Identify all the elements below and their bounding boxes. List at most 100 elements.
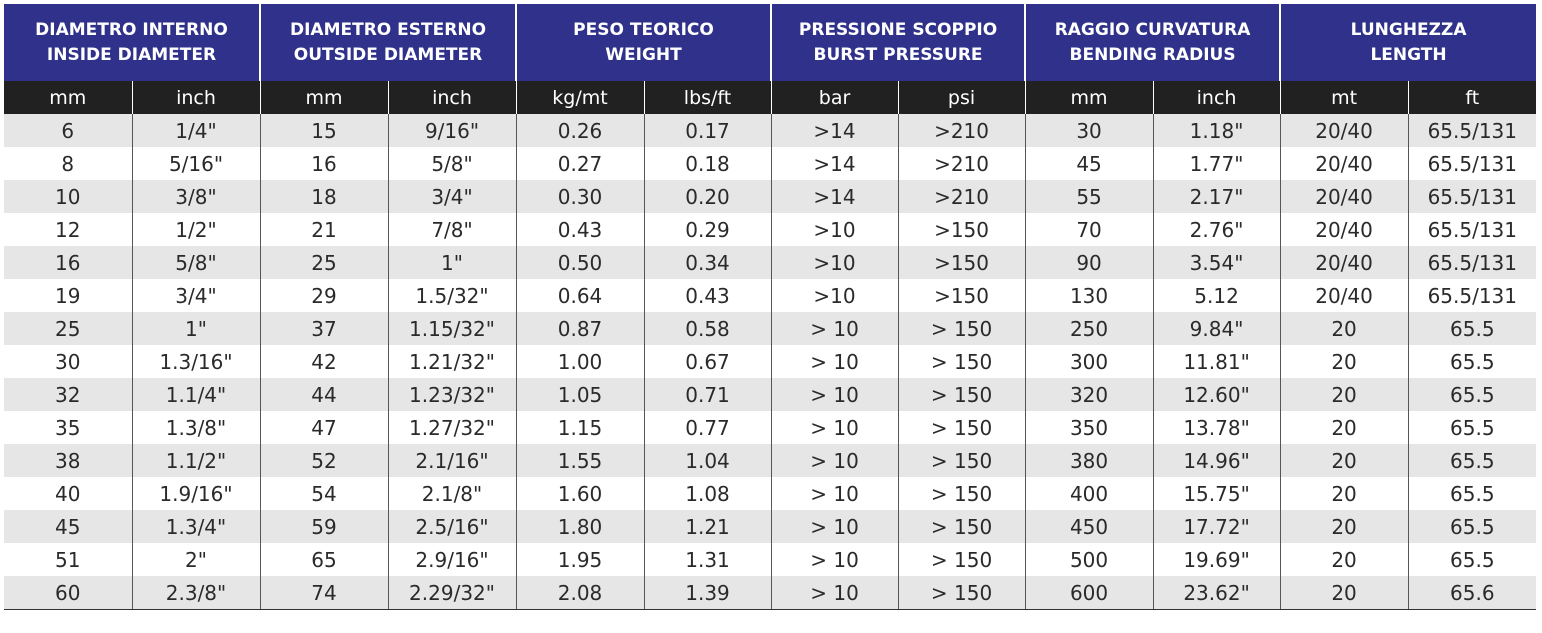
table-cell: 450 xyxy=(1025,510,1154,543)
table-cell: >10 xyxy=(771,213,899,246)
table-cell: 70 xyxy=(1025,213,1154,246)
table-cell: 20 xyxy=(1280,444,1409,477)
table-cell: 380 xyxy=(1025,444,1154,477)
table-cell: >210 xyxy=(898,147,1026,180)
table-cell: 0.26 xyxy=(516,114,645,147)
table-cell: 18 xyxy=(260,180,389,213)
table-cell: 15 xyxy=(260,114,389,147)
table-cell: 29 xyxy=(260,279,389,312)
table-cell: 17.72" xyxy=(1153,510,1281,543)
table-cell: 2.17" xyxy=(1153,180,1281,213)
unit-header: inch xyxy=(388,81,517,114)
table-cell: 65 xyxy=(260,543,389,576)
table-cell: 65.5/131 xyxy=(1408,246,1537,279)
table-cell: 1.04 xyxy=(644,444,772,477)
table-row: 40 1.9/16" 54 2.1/8" 1.60 1.08 > 10 > 150 400 15.… xyxy=(4,477,1537,510)
table-cell: 20/40 xyxy=(1280,279,1409,312)
table-cell: 45 xyxy=(4,510,133,543)
table-cell: 0.58 xyxy=(644,312,772,345)
table-cell: > 150 xyxy=(898,411,1026,444)
table-row: 19 3/4" 29 1.5/32" 0.64 0.43 >10 >150 130 5.12 20/… xyxy=(4,279,1537,312)
table-row: 38 1.1/2" 52 2.1/16" 1.55 1.04 > 10 > 150 380 14.… xyxy=(4,444,1537,477)
table-cell: 0.71 xyxy=(644,378,772,411)
table-cell: 1.80 xyxy=(516,510,645,543)
table-cell: 30 xyxy=(1025,114,1154,147)
table-cell: 90 xyxy=(1025,246,1154,279)
table-cell: 20/40 xyxy=(1280,213,1409,246)
table-cell: 20/40 xyxy=(1280,147,1409,180)
table-cell: 16 xyxy=(4,246,133,279)
table-cell: > 150 xyxy=(898,345,1026,378)
table-cell: > 150 xyxy=(898,510,1026,543)
table-cell: 1.95 xyxy=(516,543,645,576)
table-cell: 0.67 xyxy=(644,345,772,378)
table-row: 16 5/8" 25 1" 0.50 0.34 >10 >150 90 3.54" 20/40 65.… xyxy=(4,246,1537,279)
table-cell: 45 xyxy=(1025,147,1154,180)
table-cell: 2.08 xyxy=(516,576,645,610)
unit-header-row: mm inch mm inch kg/mt lbs/ft bar psi mm … xyxy=(4,81,1537,114)
table-cell: >14 xyxy=(771,114,899,147)
table-cell: 1.39 xyxy=(644,576,772,610)
table-cell: 1.1/4" xyxy=(132,378,261,411)
table-cell: 3/8" xyxy=(132,180,261,213)
group-header-row: DIAMETRO INTERNO INSIDE DIAMETER DIAMETRO… xyxy=(4,4,1537,81)
table-cell: > 10 xyxy=(771,312,899,345)
table-cell: 65.5 xyxy=(1408,378,1537,411)
table-cell: 1.3/8" xyxy=(132,411,261,444)
table-cell: 130 xyxy=(1025,279,1154,312)
group-header-length: LUNGHEZZA LENGTH xyxy=(1280,4,1537,81)
table-cell: 2.3/8" xyxy=(132,576,261,610)
table-cell: > 10 xyxy=(771,576,899,610)
table-cell: 0.64 xyxy=(516,279,645,312)
table-cell: 20 xyxy=(1280,411,1409,444)
table-cell: 65.5/131 xyxy=(1408,147,1537,180)
table-cell: 10 xyxy=(4,180,133,213)
unit-header: mm xyxy=(4,81,133,114)
table-cell: 65.5/131 xyxy=(1408,213,1537,246)
table-cell: 40 xyxy=(4,477,133,510)
table-row: 51 2" 65 2.9/16" 1.95 1.31 > 10 > 150 500 19.69" 2… xyxy=(4,543,1537,576)
table-cell: 2.29/32" xyxy=(388,576,517,610)
table-cell: 1.9/16" xyxy=(132,477,261,510)
unit-header: inch xyxy=(132,81,261,114)
table-cell: 59 xyxy=(260,510,389,543)
table-row: 10 3/8" 18 3/4" 0.30 0.20 >14 >210 55 2.17" 20/40 6… xyxy=(4,180,1537,213)
table-cell: 6 xyxy=(4,114,133,147)
table-cell: 20 xyxy=(1280,543,1409,576)
table-cell: 74 xyxy=(260,576,389,610)
table-cell: 1.23/32" xyxy=(388,378,517,411)
table-cell: 3.54" xyxy=(1153,246,1281,279)
table-cell: 20/40 xyxy=(1280,246,1409,279)
table-cell: 65.5 xyxy=(1408,543,1537,576)
table-cell: >10 xyxy=(771,279,899,312)
table-cell: 400 xyxy=(1025,477,1154,510)
table-cell: 2.1/16" xyxy=(388,444,517,477)
table-cell: 65.5/131 xyxy=(1408,279,1537,312)
table-cell: 7/8" xyxy=(388,213,517,246)
table-cell: 600 xyxy=(1025,576,1154,610)
table-cell: > 150 xyxy=(898,378,1026,411)
table-cell: 1.05 xyxy=(516,378,645,411)
table-cell: 1.60 xyxy=(516,477,645,510)
table-cell: 14.96" xyxy=(1153,444,1281,477)
table-row: 35 1.3/8" 47 1.27/32" 1.15 0.77 > 10 > 150 350 13… xyxy=(4,411,1537,444)
table-cell: 65.5 xyxy=(1408,345,1537,378)
table-cell: > 10 xyxy=(771,378,899,411)
table-cell: 20 xyxy=(1280,477,1409,510)
table-cell: 8 xyxy=(4,147,133,180)
table-cell: 1/4" xyxy=(132,114,261,147)
table-cell: 0.43 xyxy=(644,279,772,312)
table-cell: 19.69" xyxy=(1153,543,1281,576)
table-cell: 5/8" xyxy=(388,147,517,180)
table-row: 45 1.3/4" 59 2.5/16" 1.80 1.21 > 10 > 150 450 17.… xyxy=(4,510,1537,543)
table-cell: 65.5 xyxy=(1408,477,1537,510)
table-cell: 42 xyxy=(260,345,389,378)
table-cell: 65.5/131 xyxy=(1408,114,1537,147)
table-cell: > 10 xyxy=(771,345,899,378)
group-header-inside-diameter: DIAMETRO INTERNO INSIDE DIAMETER xyxy=(4,4,261,81)
table-row: 8 5/16" 16 5/8" 0.27 0.18 >14 >210 45 1.77" 20/40 6… xyxy=(4,147,1537,180)
table-cell: 0.20 xyxy=(644,180,772,213)
table-cell: 9.84" xyxy=(1153,312,1281,345)
table-cell: 23.62" xyxy=(1153,576,1281,610)
table-cell: > 150 xyxy=(898,312,1026,345)
